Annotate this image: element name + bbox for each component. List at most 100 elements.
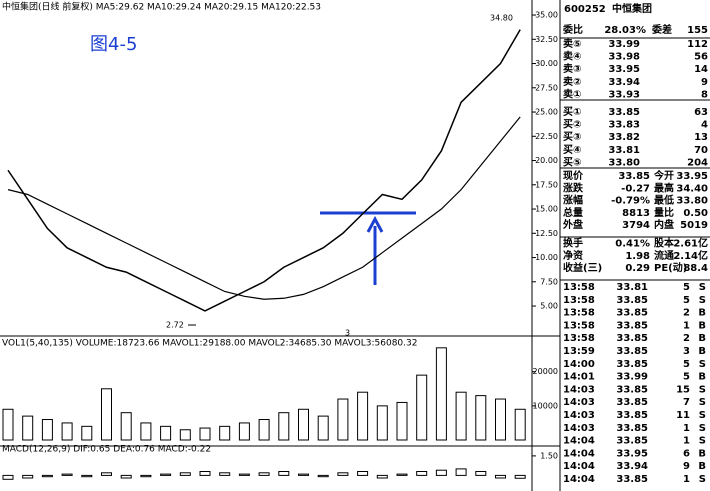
y-tick-label: 25.00 xyxy=(535,108,558,117)
stat-cell: 流通 xyxy=(654,249,674,262)
bar xyxy=(416,471,428,476)
stat-cell: 外盘 xyxy=(562,218,583,231)
y-tick-label: 15.00 xyxy=(535,205,558,214)
tick-cell: 33.85 xyxy=(616,333,648,344)
tick-cell: S xyxy=(699,410,706,421)
bar xyxy=(179,472,191,476)
bar xyxy=(22,415,34,441)
bar xyxy=(317,415,329,441)
stat-cell: 88.4 xyxy=(683,263,708,274)
tick-cell: 33.85 xyxy=(616,320,648,331)
tick-cell: 14:03 xyxy=(563,423,595,434)
book-cell: 4 xyxy=(701,120,708,131)
tick-cell: 14:03 xyxy=(563,384,595,395)
bar xyxy=(120,474,132,479)
y-tick-label: 20.00 xyxy=(535,156,558,165)
stat-cell: 涨幅 xyxy=(563,194,583,207)
bar xyxy=(140,474,152,478)
book-cell: 33.83 xyxy=(608,120,640,131)
bar xyxy=(160,473,172,476)
y-tick-label: 35.00 xyxy=(535,11,558,20)
bar xyxy=(179,429,191,441)
tick-cell: 9 xyxy=(683,461,690,472)
bar xyxy=(61,422,73,441)
bar xyxy=(396,473,408,476)
tick-cell: 13:58 xyxy=(563,320,595,331)
tick-cell: S xyxy=(699,423,706,434)
tick-cell: B xyxy=(698,461,706,472)
tick-cell: 11 xyxy=(676,410,690,421)
stat-cell: 33.80 xyxy=(676,196,708,207)
book-cell: 买① xyxy=(563,106,581,118)
bar xyxy=(337,472,349,476)
tick-cell: 2 xyxy=(683,308,690,319)
y-tick-label: 5.00 xyxy=(540,302,558,311)
book-cell: 8 xyxy=(701,89,708,100)
book-cell: 56 xyxy=(694,52,708,63)
stat-cell: 最高 xyxy=(654,181,674,194)
tick-cell: 33.85 xyxy=(616,359,648,370)
tick-cell: 1 xyxy=(683,474,690,485)
bar xyxy=(140,422,152,441)
bar xyxy=(357,391,369,441)
bar xyxy=(160,425,172,441)
tick-cell: 1 xyxy=(683,436,690,447)
bar xyxy=(475,471,487,476)
book-cell: 33.94 xyxy=(608,77,640,88)
tick-cell: 33.85 xyxy=(616,384,648,395)
tick-cell: S xyxy=(699,384,706,395)
stat-cell: 0.41% xyxy=(615,239,650,250)
bar xyxy=(41,474,53,478)
tick-cell: 1 xyxy=(683,423,690,434)
bar xyxy=(376,474,388,479)
tick-cell: B xyxy=(698,346,706,357)
weibi-cell: 委差 xyxy=(651,23,672,36)
book-cell: 卖② xyxy=(563,75,581,88)
book-cell: 70 xyxy=(694,145,708,156)
tick-cell: 2 xyxy=(683,333,690,344)
bar xyxy=(278,471,290,476)
tick-cell: 13:58 xyxy=(563,295,595,306)
book-cell: 14 xyxy=(694,64,708,75)
bar xyxy=(376,405,388,441)
stat-cell: 内盘 xyxy=(654,218,674,231)
bar xyxy=(41,419,53,441)
tick-cell: 33.85 xyxy=(616,397,648,408)
stat-cell: 净资 xyxy=(563,249,583,262)
tick-cell: 33.95 xyxy=(616,448,648,459)
tick-cell: S xyxy=(699,282,706,293)
bar xyxy=(514,474,526,479)
book-cell: 112 xyxy=(687,39,708,50)
stat-cell: 今开 xyxy=(653,169,674,182)
stat-cell: 2.61亿 xyxy=(673,237,708,250)
bar xyxy=(455,391,467,441)
bar xyxy=(101,388,112,441)
bar xyxy=(81,474,93,478)
y-tick-label: 20000 xyxy=(533,367,558,376)
bar xyxy=(219,472,231,476)
book-cell: 13 xyxy=(694,132,708,143)
y-tick-label: 10000 xyxy=(533,401,558,410)
tick-cell: 13:58 xyxy=(563,308,595,319)
tick-cell: 33.85 xyxy=(616,474,648,485)
stat-cell: 33.95 xyxy=(676,171,708,182)
stat-cell: 换手 xyxy=(563,237,583,250)
stock-name: 中恒集团 xyxy=(612,2,652,15)
chart-title: 中恒集团(日线 前复权) MA5:29.62 MA10:29.24 MA20:2… xyxy=(2,1,321,13)
stat-cell: 34.40 xyxy=(676,183,708,194)
weibi-cell: 28.03% xyxy=(604,25,646,36)
tick-cell: 33.85 xyxy=(616,308,648,319)
weibi-cell: 155 xyxy=(687,25,708,36)
tick-cell: 13:58 xyxy=(563,282,595,293)
book-cell: 9 xyxy=(701,77,708,88)
bar xyxy=(298,408,309,441)
tick-cell: 33.85 xyxy=(616,295,648,306)
tick-cell: 14:04 xyxy=(563,461,595,472)
y-tick-label: 30.00 xyxy=(535,59,558,68)
book-cell: 买④ xyxy=(563,144,581,156)
tick-cell: 14:03 xyxy=(563,397,595,408)
bar xyxy=(317,474,329,478)
price-line xyxy=(7,29,521,312)
bar xyxy=(61,473,73,476)
y-tick-label: 17.50 xyxy=(535,180,558,189)
